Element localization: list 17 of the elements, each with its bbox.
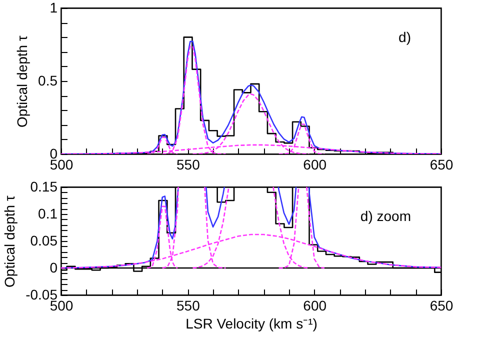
annotation: d) zoom	[360, 208, 411, 224]
x-tick-label: 600	[303, 298, 327, 314]
y-axis-title: Optical depth τ	[2, 195, 18, 288]
annotation: d)	[398, 29, 411, 45]
x-tick-label: 650	[430, 298, 454, 314]
x-tick-label: 550	[176, 298, 200, 314]
y-tick-label: 0.1	[38, 206, 58, 222]
y-axis-title: Optical depth τ	[14, 35, 30, 128]
y-tick-label: 0	[50, 260, 58, 276]
y-tick-label: 0.05	[30, 232, 58, 248]
x-axis-title: LSR Velocity (km s⁻¹)	[186, 316, 318, 332]
x-tick-label: 600	[303, 156, 327, 172]
y-tick-label: 0.15	[30, 178, 58, 194]
x-tick-label: 550	[176, 156, 200, 172]
x-tick-label: 650	[430, 156, 454, 172]
y-tick-label: 1	[50, 0, 58, 16]
y-tick-label: 0.5	[38, 72, 58, 88]
